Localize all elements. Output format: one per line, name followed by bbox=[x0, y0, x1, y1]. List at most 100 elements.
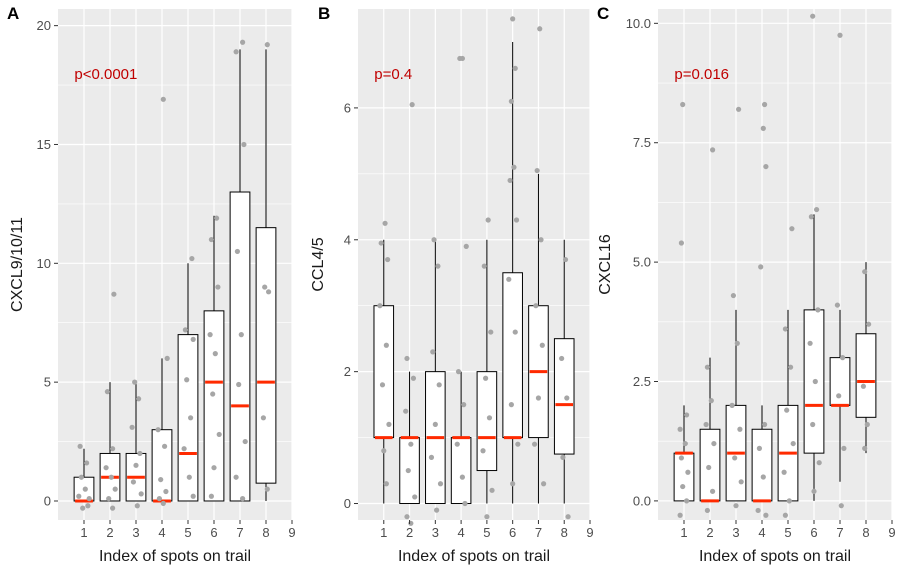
plot-background bbox=[658, 9, 892, 520]
data-point bbox=[136, 396, 142, 402]
data-point bbox=[677, 426, 683, 432]
data-point bbox=[84, 460, 90, 466]
data-point bbox=[110, 446, 116, 452]
data-point bbox=[841, 445, 847, 451]
data-point bbox=[184, 377, 190, 383]
data-point bbox=[533, 303, 539, 309]
data-point bbox=[216, 431, 222, 438]
data-point bbox=[762, 421, 768, 428]
data-point bbox=[215, 284, 221, 290]
data-point bbox=[130, 479, 136, 485]
data-point bbox=[706, 464, 712, 471]
x-axis-title: Index of spots on trail bbox=[398, 548, 550, 565]
data-point bbox=[404, 514, 410, 520]
data-point bbox=[541, 481, 547, 487]
panel-letter: C bbox=[597, 4, 609, 23]
data-point bbox=[405, 467, 411, 474]
data-point bbox=[816, 460, 822, 466]
data-point bbox=[459, 55, 465, 62]
data-point bbox=[729, 402, 735, 408]
box-3 bbox=[425, 239, 446, 505]
y-tick-label: 5.0 bbox=[633, 255, 651, 270]
data-point bbox=[76, 493, 82, 499]
panel-letter: A bbox=[7, 4, 19, 23]
data-point bbox=[162, 443, 168, 449]
data-point bbox=[862, 269, 868, 275]
data-point bbox=[736, 106, 742, 112]
data-point bbox=[760, 125, 766, 131]
y-tick-label: 2 bbox=[344, 364, 351, 379]
box-body bbox=[751, 428, 773, 502]
data-point bbox=[431, 237, 437, 243]
x-tick-label: 4 bbox=[457, 525, 464, 540]
data-point bbox=[208, 236, 214, 243]
box-7 bbox=[829, 309, 851, 482]
data-point bbox=[512, 65, 518, 71]
data-point bbox=[862, 445, 868, 451]
x-tick-label: 1 bbox=[680, 525, 687, 540]
data-point bbox=[684, 498, 690, 504]
data-point bbox=[156, 496, 162, 502]
data-point bbox=[435, 263, 441, 269]
data-point bbox=[481, 263, 487, 269]
data-point bbox=[137, 450, 143, 457]
box-body bbox=[177, 334, 199, 502]
data-point bbox=[810, 421, 816, 428]
data-point bbox=[386, 421, 392, 427]
x-tick-label: 7 bbox=[836, 525, 843, 540]
data-point bbox=[459, 474, 465, 480]
data-point bbox=[531, 441, 538, 447]
data-point bbox=[189, 255, 195, 262]
data-point bbox=[807, 340, 813, 346]
data-point bbox=[755, 507, 761, 514]
x-tick-label: 9 bbox=[586, 525, 593, 540]
data-point bbox=[430, 349, 436, 355]
data-point bbox=[565, 514, 571, 520]
y-tick-label: 5 bbox=[44, 375, 51, 390]
data-point bbox=[78, 474, 84, 480]
data-point bbox=[866, 321, 872, 327]
data-point bbox=[512, 329, 518, 335]
data-point bbox=[210, 391, 216, 397]
data-point bbox=[412, 494, 418, 500]
data-point bbox=[682, 440, 688, 447]
data-point bbox=[234, 248, 240, 255]
box-body bbox=[151, 429, 173, 502]
p-value-annotation: p<0.0001 bbox=[74, 66, 137, 83]
box-1 bbox=[673, 405, 695, 502]
box-body bbox=[553, 338, 575, 455]
data-point bbox=[112, 486, 118, 492]
y-axis-title: CXCL9/10/11 bbox=[9, 217, 26, 312]
y-tick-label: 2.5 bbox=[633, 374, 651, 389]
y-tick-label: 0 bbox=[344, 496, 351, 511]
data-point bbox=[762, 101, 768, 108]
data-point bbox=[708, 398, 714, 404]
x-tick-label: 4 bbox=[758, 525, 765, 540]
data-point bbox=[77, 443, 83, 449]
data-point bbox=[138, 491, 144, 497]
data-point bbox=[264, 42, 270, 48]
data-point bbox=[404, 355, 410, 362]
data-point bbox=[181, 446, 187, 452]
data-point bbox=[788, 364, 794, 370]
data-point bbox=[564, 395, 570, 401]
data-point bbox=[811, 488, 817, 494]
box-body bbox=[229, 191, 251, 502]
data-point bbox=[410, 375, 417, 381]
data-point bbox=[836, 393, 842, 399]
box-body bbox=[255, 227, 277, 484]
data-point bbox=[678, 455, 685, 461]
data-point bbox=[680, 101, 686, 108]
data-point bbox=[186, 474, 192, 480]
x-tick-label: 1 bbox=[380, 525, 387, 540]
data-point bbox=[379, 382, 386, 388]
data-point bbox=[782, 326, 789, 332]
data-point bbox=[383, 481, 389, 487]
data-point bbox=[730, 292, 737, 299]
data-point bbox=[485, 217, 491, 223]
panel-c: 0.0 2.5 5.0 7.5 10.0 1 2 3 4 5 6 7 8 9 Index of spots … bbox=[597, 4, 896, 565]
data-point bbox=[734, 340, 740, 346]
y-tick-label: 0 bbox=[44, 493, 51, 508]
y-tick-label: 7.5 bbox=[633, 135, 651, 150]
